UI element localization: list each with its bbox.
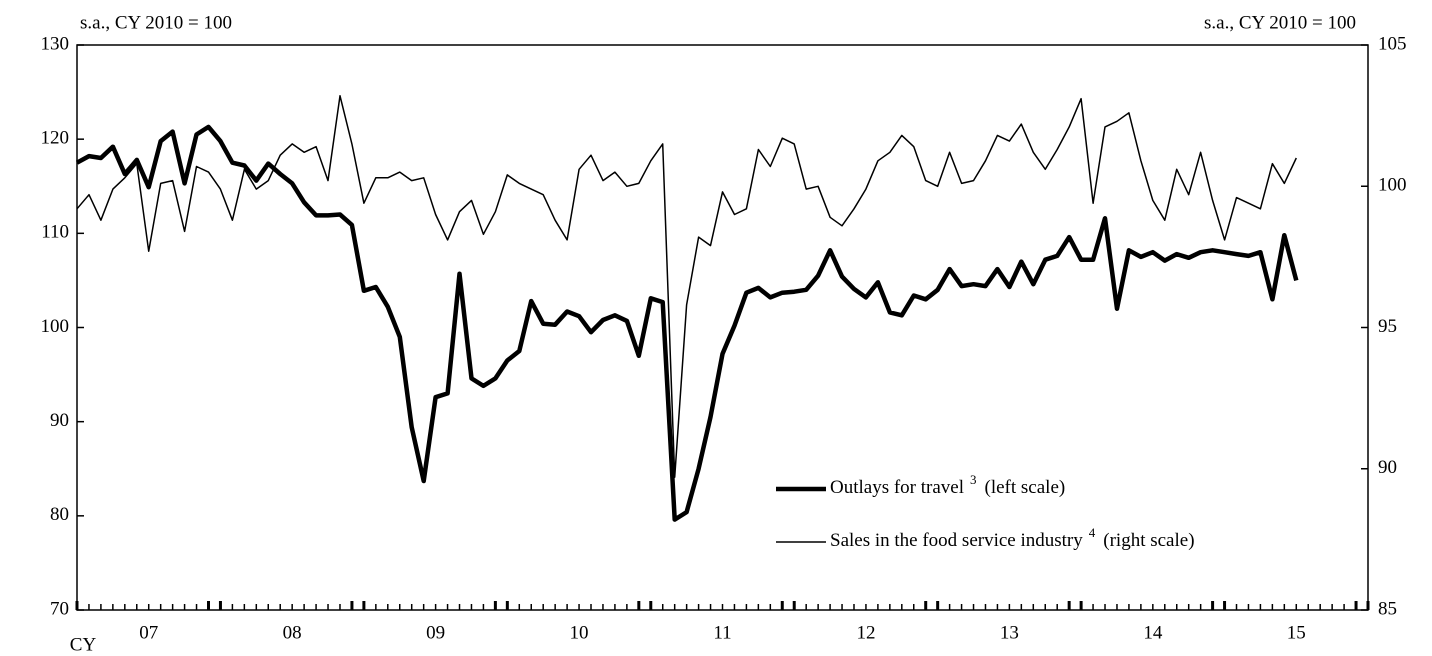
x-tick-label: 10	[570, 622, 589, 643]
legend-name: Sales in the food service industry	[830, 530, 1083, 551]
y-tick-label: 130	[41, 33, 70, 54]
legend-label: Sales in the food service industry 4 (righ…	[830, 525, 1195, 551]
series-line	[75, 124, 1299, 522]
legend-footnote: 4	[1089, 525, 1096, 540]
legend-scale: (right scale)	[1103, 530, 1194, 551]
x-tick-label: 12	[856, 622, 875, 643]
legend-label: Outlays for travel 3 (left scale)	[830, 472, 1065, 498]
y-tick-label: 70	[50, 598, 69, 619]
x-tick-label: 13	[1000, 622, 1019, 643]
y2-tick-label: 85	[1378, 598, 1397, 619]
right-unit: s.a., CY 2010 = 100	[1204, 12, 1356, 33]
y-tick-label: 80	[50, 504, 69, 525]
left-unit: s.a., CY 2010 = 100	[80, 12, 232, 33]
y-tick-label: 100	[41, 316, 70, 337]
y2-tick-label: 100	[1378, 175, 1407, 196]
legend-name: Outlays for travel	[830, 477, 964, 498]
y2-tick-label: 105	[1378, 33, 1407, 54]
y2-tick-label: 95	[1378, 316, 1397, 337]
legend-footnote: 3	[970, 472, 977, 487]
x-tick-label: 07	[139, 622, 158, 643]
y-tick-label: 110	[41, 222, 69, 243]
x-axis-prefix: CY	[70, 634, 97, 655]
x-tick-label: 08	[283, 622, 302, 643]
y-tick-label: 120	[41, 128, 70, 149]
legend-scale: (left scale)	[985, 477, 1066, 498]
x-tick-label: 09	[426, 622, 445, 643]
y2-tick-label: 90	[1378, 457, 1397, 478]
x-tick-label: 11	[713, 622, 731, 643]
plot-frame	[76, 44, 1369, 611]
x-tick-label: 15	[1287, 622, 1306, 643]
x-tick-label: 14	[1143, 622, 1163, 643]
y-tick-label: 90	[50, 410, 69, 431]
series-line	[76, 95, 1297, 478]
